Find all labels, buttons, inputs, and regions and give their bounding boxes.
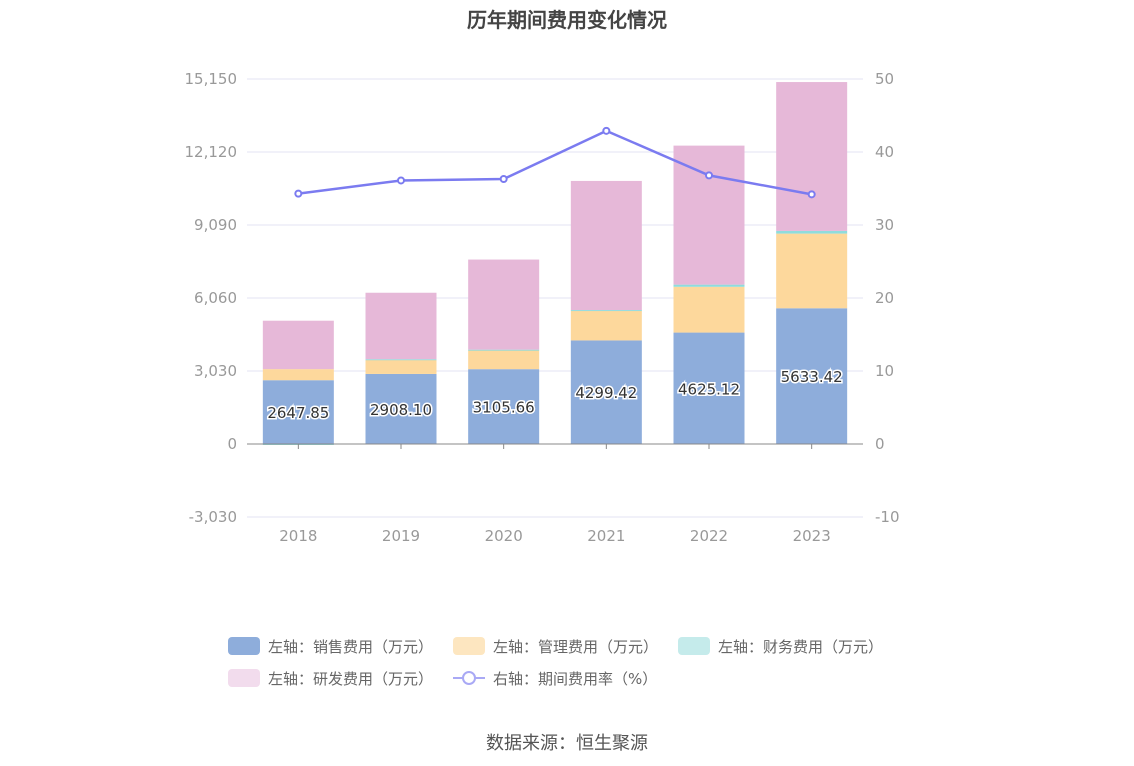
data-label: 2908.10	[370, 401, 432, 419]
data-label: 4625.12	[678, 380, 740, 398]
ratio-point	[499, 175, 508, 184]
x-axis-tick-label: 2023	[793, 527, 831, 545]
left-axis-tick: 9,090	[194, 216, 237, 234]
right-axis-tick: 20	[875, 289, 894, 307]
bar-segment	[673, 145, 745, 285]
x-axis-tick-label: 2018	[279, 527, 317, 545]
legend: 左轴：销售费用（万元） 左轴：管理费用（万元） 左轴：财务费用（万元） 左轴：研…	[228, 630, 928, 694]
left-axis-tick: -3,030	[189, 508, 237, 526]
bar-segment	[776, 230, 848, 234]
right-axis-tick: 10	[875, 362, 894, 380]
legend-swatch-rd	[228, 669, 260, 687]
bar-segment	[262, 369, 334, 381]
right-axis-tick: 50	[875, 70, 894, 88]
ratio-point	[807, 190, 816, 199]
x-axis-tick-label: 2020	[485, 527, 523, 545]
left-axis-tick: 12,120	[185, 143, 238, 161]
bar-segment	[776, 233, 848, 309]
bar-segment	[776, 308, 848, 444]
chart-plot: 15,150 50 12,120 40 9,090 30 6,060 20 3,030 10 0 0 -…	[185, 70, 900, 545]
bar-segment	[570, 340, 642, 444]
bar-segment	[468, 369, 540, 444]
bar-segment	[673, 284, 745, 287]
bar-segment	[468, 349, 540, 351]
legend-swatch-finance	[678, 637, 711, 655]
bar-segment	[570, 310, 642, 312]
legend-label-admin: 左轴：管理费用（万元）	[493, 637, 659, 656]
left-axis-tick: 15,150	[185, 70, 238, 88]
bar-segment	[365, 359, 437, 374]
legend-label-sales: 左轴：销售费用（万元）	[268, 637, 434, 656]
right-axis-tick: -10	[875, 508, 900, 526]
bar-segment	[468, 350, 540, 370]
bar-segment	[673, 332, 745, 444]
legend-swatch-admin	[453, 637, 486, 655]
bar-segment	[468, 259, 540, 350]
bar-segment	[570, 310, 642, 341]
data-label: 3105.66	[473, 399, 535, 417]
bar-segment	[673, 286, 745, 333]
right-axis-tick: 40	[875, 143, 894, 161]
legend-swatch-sales	[228, 637, 260, 655]
right-axis-tick: 30	[875, 216, 894, 234]
legend-label-rd: 左轴：研发费用（万元）	[268, 669, 434, 688]
bar-segment	[262, 320, 334, 370]
right-axis-tick: 0	[875, 435, 885, 453]
legend-item-finance-expense[interactable]: 左轴：财务费用（万元）	[678, 636, 883, 657]
legend-label-finance: 左轴：财务费用（万元）	[718, 637, 884, 656]
ratio-point	[705, 171, 713, 180]
ratio-point	[397, 176, 405, 185]
bar-segment	[365, 373, 437, 444]
legend-label-ratio: 右轴：期间费用率（%）	[493, 669, 658, 688]
ratio-point	[602, 126, 611, 135]
data-label: 2647.85	[267, 404, 329, 422]
ratio-point	[294, 189, 303, 198]
ratio-line	[298, 129, 812, 196]
left-axis-tick: 3,030	[194, 362, 237, 380]
bar-segment	[570, 180, 642, 311]
bar-segment	[365, 359, 437, 361]
x-axis-tick-label: 2022	[690, 527, 728, 545]
bar-segment	[262, 380, 334, 444]
source-note: 数据来源：恒生聚源	[486, 733, 648, 754]
bar-segment	[776, 82, 848, 231]
legend-item-admin-expense[interactable]: 左轴：管理费用（万元）	[453, 636, 658, 657]
bar-segment	[365, 292, 437, 360]
legend-item-rd-expense[interactable]: 左轴：研发费用（万元）	[228, 668, 433, 689]
data-label: 4299.42	[575, 384, 637, 402]
chart-title: 历年期间费用变化情况	[467, 8, 667, 32]
legend-line-circle-icon	[453, 669, 486, 687]
x-axis-tick-label: 2019	[382, 527, 420, 545]
left-axis-tick: 6,060	[194, 289, 237, 307]
left-axis-tick: 0	[227, 435, 237, 453]
data-label: 5633.42	[781, 368, 843, 386]
legend-item-expense-ratio[interactable]: 右轴：期间费用率（%）	[453, 668, 657, 689]
x-axis-tick-label: 2021	[587, 527, 625, 545]
legend-item-sales-expense[interactable]: 左轴：销售费用（万元）	[228, 636, 433, 657]
